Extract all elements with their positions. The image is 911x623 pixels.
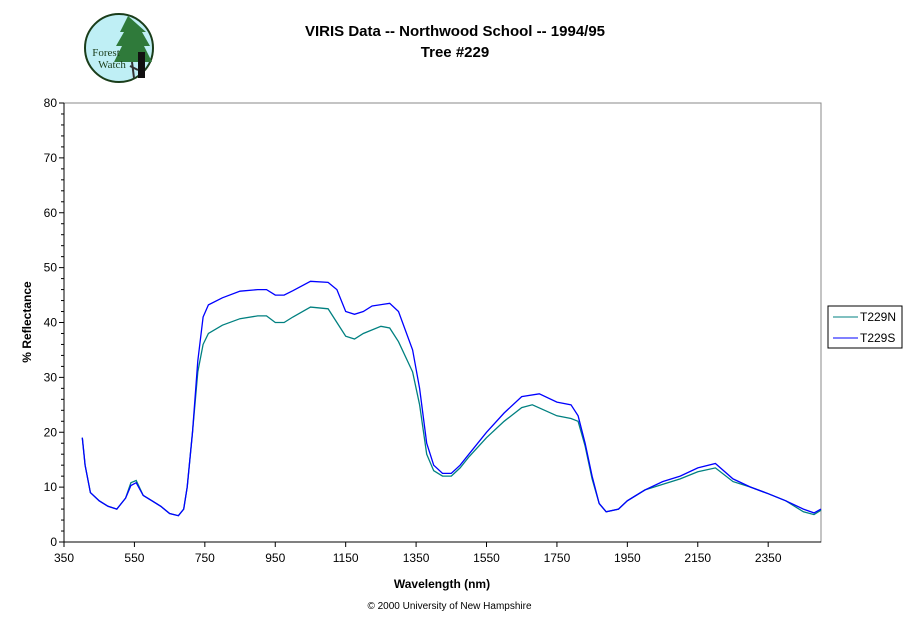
x-tick-label: 1550	[473, 551, 500, 565]
chart-subtitle: Tree #229	[420, 44, 490, 61]
chart-title: VIRIS Data -- Northwood School -- 1994/9…	[304, 23, 606, 40]
y-tick-label: 20	[44, 425, 58, 439]
copyright-footer: © 2000 University of New Hampshire	[0, 601, 911, 612]
y-tick-label: 0	[50, 535, 57, 549]
series-line-t229s	[81, 280, 822, 517]
svg-text:Forest: Forest	[92, 47, 120, 59]
x-tick-label: 350	[54, 551, 74, 565]
y-tick-label: 60	[44, 206, 58, 220]
forest-watch-logo: Forest Watch	[82, 12, 156, 89]
x-axis-label: Wavelength (nm)	[394, 577, 490, 591]
y-tick-label: 30	[44, 370, 58, 384]
legend-label-t229n: T229N	[860, 310, 896, 324]
y-tick-label: 80	[44, 96, 58, 110]
x-tick-label: 750	[195, 551, 215, 565]
y-axis-label: % Reflectance	[20, 281, 34, 363]
x-tick-label: 1350	[403, 551, 430, 565]
y-tick-label: 10	[44, 480, 58, 494]
x-tick-label: 1750	[544, 551, 571, 565]
x-tick-label: 550	[124, 551, 144, 565]
x-tick-label: 2350	[755, 551, 782, 565]
copyright-text: © 2000 University of New Hampshire	[367, 601, 532, 612]
x-tick-label: 1150	[333, 551, 359, 565]
series-line-t229n	[81, 306, 822, 517]
x-tick-label: 1950	[614, 551, 641, 565]
legend-label-t229s: T229S	[860, 331, 895, 345]
y-tick-label: 50	[44, 261, 58, 275]
y-tick-label: 40	[44, 316, 58, 330]
y-tick-label: 70	[44, 151, 58, 165]
x-tick-label: 950	[265, 551, 285, 565]
svg-text:Watch: Watch	[98, 59, 126, 71]
x-tick-label: 2150	[684, 551, 711, 565]
legend: T229N T229S	[827, 305, 903, 349]
